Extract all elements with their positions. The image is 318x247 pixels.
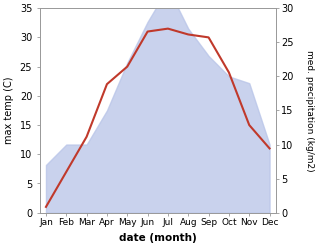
X-axis label: date (month): date (month) bbox=[119, 233, 197, 243]
Y-axis label: med. precipitation (kg/m2): med. precipitation (kg/m2) bbox=[305, 50, 314, 171]
Y-axis label: max temp (C): max temp (C) bbox=[4, 77, 14, 144]
